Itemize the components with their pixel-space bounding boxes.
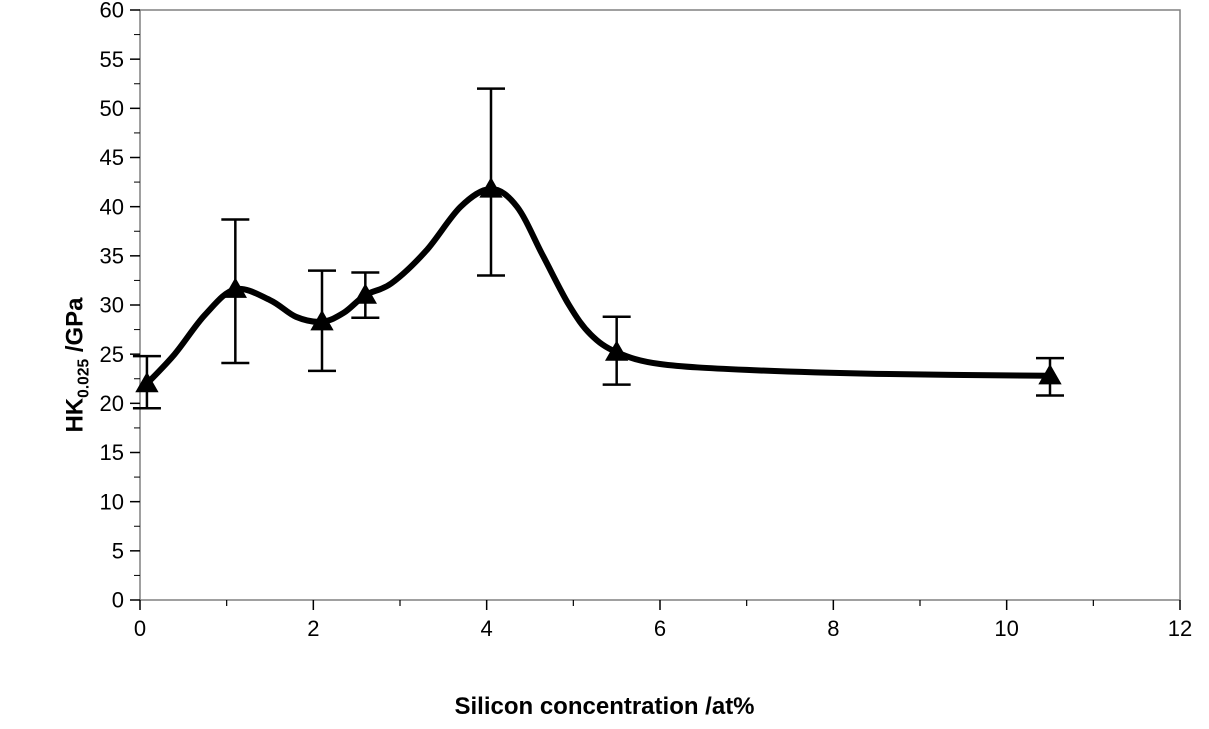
svg-text:25: 25 [100, 342, 124, 367]
svg-text:2: 2 [307, 616, 319, 641]
svg-text:4: 4 [481, 616, 493, 641]
chart-svg: 0 5 10 15 20 25 30 35 40 45 50 55 60 0 2 4 6 8 10 12 [0, 0, 1209, 729]
svg-text:10: 10 [994, 616, 1018, 641]
svg-text:15: 15 [100, 440, 124, 465]
svg-text:30: 30 [100, 293, 124, 318]
svg-text:8: 8 [827, 616, 839, 641]
svg-text:55: 55 [100, 47, 124, 72]
svg-text:6: 6 [654, 616, 666, 641]
svg-text:50: 50 [100, 96, 124, 121]
svg-text:20: 20 [100, 391, 124, 416]
svg-text:5: 5 [112, 539, 124, 564]
svg-text:45: 45 [100, 145, 124, 170]
svg-text:40: 40 [100, 194, 124, 219]
svg-text:0: 0 [134, 616, 146, 641]
svg-text:12: 12 [1168, 616, 1192, 641]
chart-container: HK0.025 /GPa Silicon concentration /at% … [0, 0, 1209, 729]
svg-text:35: 35 [100, 244, 124, 269]
svg-text:0: 0 [112, 588, 124, 613]
svg-text:60: 60 [100, 0, 124, 23]
svg-text:10: 10 [100, 489, 124, 514]
